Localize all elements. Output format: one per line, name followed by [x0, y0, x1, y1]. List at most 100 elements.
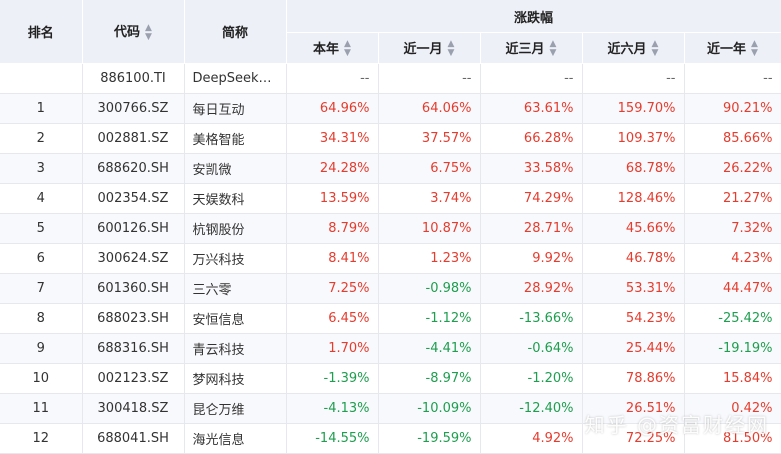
cell-1m: -10.09%: [378, 394, 480, 424]
cell-name[interactable]: 三六零: [184, 274, 286, 304]
col-header-rank: 排名: [0, 0, 82, 64]
table-row[interactable]: 2 002881.SZ 美格智能 34.31% 37.57% 66.28% 109.37% 8…: [0, 124, 781, 154]
cell-1y: 85.66%: [684, 124, 781, 154]
cell-1m: -19.59%: [378, 424, 480, 454]
cell-3m: 66.28%: [480, 124, 582, 154]
cell-1y: 7.32%: [684, 214, 781, 244]
cell-code[interactable]: 688023.SH: [82, 304, 184, 334]
cell-6m: 54.23%: [582, 304, 684, 334]
table-row[interactable]: 7 601360.SH 三六零 7.25% -0.98% 28.92% 53.31% 44.4…: [0, 274, 781, 304]
cell-1m: -1.12%: [378, 304, 480, 334]
cell-rank: 10: [0, 364, 82, 394]
cell-code[interactable]: 300766.SZ: [82, 94, 184, 124]
cell-3m: 9.92%: [480, 244, 582, 274]
cell-rank: 5: [0, 214, 82, 244]
col-header-1m[interactable]: 近一月 ▲ ▼: [378, 33, 480, 64]
cell-code[interactable]: 886100.TI: [82, 64, 184, 94]
table-row[interactable]: 5 600126.SH 杭钢股份 8.79% 10.87% 28.71% 45.66% 7.3…: [0, 214, 781, 244]
sort-icon[interactable]: ▲ ▼: [751, 40, 758, 58]
cell-code[interactable]: 688316.SH: [82, 334, 184, 364]
sort-icon[interactable]: ▲ ▼: [550, 40, 557, 58]
cell-code[interactable]: 600126.SH: [82, 214, 184, 244]
cell-ytd: 8.41%: [286, 244, 378, 274]
cell-name[interactable]: DeepSeek…: [184, 64, 286, 94]
cell-3m: 28.71%: [480, 214, 582, 244]
table-row[interactable]: 1 300766.SZ 每日互动 64.96% 64.06% 63.61% 159.70% 9…: [0, 94, 781, 124]
cell-name[interactable]: 安凯微: [184, 154, 286, 184]
cell-name[interactable]: 海光信息: [184, 424, 286, 454]
cell-code[interactable]: 002354.SZ: [82, 184, 184, 214]
cell-rank: 7: [0, 274, 82, 304]
col-group-change: 涨跌幅: [286, 0, 781, 33]
cell-6m: 25.44%: [582, 334, 684, 364]
cell-ytd: 8.79%: [286, 214, 378, 244]
cell-name[interactable]: 梦网科技: [184, 364, 286, 394]
cell-name[interactable]: 天娱数科: [184, 184, 286, 214]
sort-icon[interactable]: ▲ ▼: [448, 40, 455, 58]
cell-3m: -0.64%: [480, 334, 582, 364]
cell-name[interactable]: 杭钢股份: [184, 214, 286, 244]
cell-6m: --: [582, 64, 684, 94]
col-header-1y[interactable]: 近一年 ▲ ▼: [684, 33, 781, 64]
cell-code[interactable]: 688620.SH: [82, 154, 184, 184]
cell-1y: 21.27%: [684, 184, 781, 214]
cell-rank: 6: [0, 244, 82, 274]
cell-code[interactable]: 300418.SZ: [82, 394, 184, 424]
col-header-6m[interactable]: 近六月 ▲ ▼: [582, 33, 684, 64]
col-header-code[interactable]: 代码 ▲ ▼: [82, 0, 184, 64]
cell-6m: 109.37%: [582, 124, 684, 154]
cell-ytd: 1.70%: [286, 334, 378, 364]
cell-code[interactable]: 002123.SZ: [82, 364, 184, 394]
cell-rank: 12: [0, 424, 82, 454]
cell-1m: 1.23%: [378, 244, 480, 274]
cell-name[interactable]: 昆仑万维: [184, 394, 286, 424]
cell-name[interactable]: 青云科技: [184, 334, 286, 364]
cell-code[interactable]: 688041.SH: [82, 424, 184, 454]
cell-1m: 10.87%: [378, 214, 480, 244]
cell-ytd: -1.39%: [286, 364, 378, 394]
cell-1m: 37.57%: [378, 124, 480, 154]
cell-6m: 78.86%: [582, 364, 684, 394]
cell-name[interactable]: 美格智能: [184, 124, 286, 154]
cell-name[interactable]: 每日互动: [184, 94, 286, 124]
cell-code[interactable]: 002881.SZ: [82, 124, 184, 154]
sort-icon[interactable]: ▲ ▼: [344, 40, 351, 58]
table-row[interactable]: 6 300624.SZ 万兴科技 8.41% 1.23% 9.92% 46.78% 4.23%: [0, 244, 781, 274]
cell-6m: 53.31%: [582, 274, 684, 304]
cell-rank: [0, 64, 82, 94]
cell-6m: 159.70%: [582, 94, 684, 124]
cell-rank: 11: [0, 394, 82, 424]
cell-1y: 44.47%: [684, 274, 781, 304]
col-header-3m[interactable]: 近三月 ▲ ▼: [480, 33, 582, 64]
cell-name[interactable]: 安恒信息: [184, 304, 286, 334]
cell-rank: 8: [0, 304, 82, 334]
cell-name[interactable]: 万兴科技: [184, 244, 286, 274]
cell-3m: -12.40%: [480, 394, 582, 424]
cell-1m: -0.98%: [378, 274, 480, 304]
cell-1m: -8.97%: [378, 364, 480, 394]
cell-3m: 28.92%: [480, 274, 582, 304]
cell-3m: --: [480, 64, 582, 94]
index-row[interactable]: 886100.TI DeepSeek… -- -- -- -- --: [0, 64, 781, 94]
watermark: 知乎 @资富财经网: [585, 409, 769, 438]
cell-1m: -4.41%: [378, 334, 480, 364]
cell-1y: --: [684, 64, 781, 94]
cell-3m: 33.58%: [480, 154, 582, 184]
cell-code[interactable]: 601360.SH: [82, 274, 184, 304]
cell-rank: 9: [0, 334, 82, 364]
col-header-ytd[interactable]: 本年 ▲ ▼: [286, 33, 378, 64]
table-row[interactable]: 9 688316.SH 青云科技 1.70% -4.41% -0.64% 25.44% -19…: [0, 334, 781, 364]
sort-icon[interactable]: ▲ ▼: [652, 40, 659, 58]
table-row[interactable]: 4 002354.SZ 天娱数科 13.59% 3.74% 74.29% 128.46% 21…: [0, 184, 781, 214]
cell-ytd: 6.45%: [286, 304, 378, 334]
sort-icon[interactable]: ▲ ▼: [145, 24, 152, 42]
table-row[interactable]: 3 688620.SH 安凯微 24.28% 6.75% 33.58% 68.78% 26.2…: [0, 154, 781, 184]
table-row[interactable]: 8 688023.SH 安恒信息 6.45% -1.12% -13.66% 54.23% -2…: [0, 304, 781, 334]
cell-3m: 4.92%: [480, 424, 582, 454]
cell-1m: 64.06%: [378, 94, 480, 124]
cell-ytd: -4.13%: [286, 394, 378, 424]
table-row[interactable]: 10 002123.SZ 梦网科技 -1.39% -8.97% -1.20% 78.86% 1…: [0, 364, 781, 394]
cell-3m: -13.66%: [480, 304, 582, 334]
cell-code[interactable]: 300624.SZ: [82, 244, 184, 274]
